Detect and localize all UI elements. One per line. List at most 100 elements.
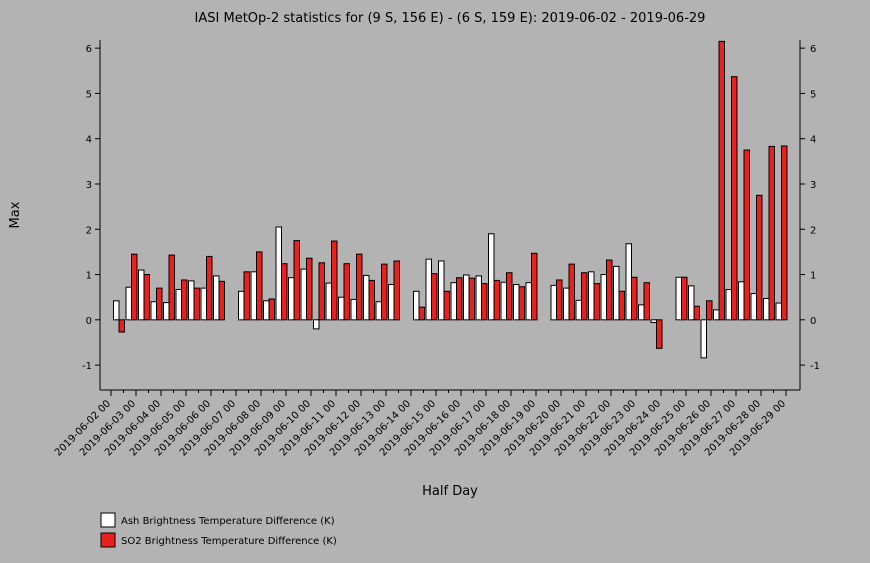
bar — [756, 194, 763, 321]
bar — [175, 288, 182, 321]
legend-swatch — [100, 512, 116, 528]
y-tick-label: 4 — [86, 135, 92, 146]
y2-tick-label: 4 — [810, 135, 816, 146]
bar — [768, 145, 775, 321]
y-tick-label: 6 — [86, 44, 92, 55]
bar — [693, 305, 700, 321]
bar — [481, 283, 488, 321]
y2-tick-label: 5 — [810, 89, 816, 100]
bar — [325, 282, 332, 321]
bar — [700, 319, 707, 359]
bar — [431, 273, 438, 321]
bar — [463, 274, 470, 321]
y2-tick-label: 2 — [810, 225, 816, 236]
bar — [313, 319, 320, 330]
bar — [750, 293, 757, 321]
bar — [263, 300, 270, 321]
bar — [343, 263, 350, 321]
bar — [138, 269, 145, 321]
chart-title: IASI MetOp-2 statistics for (9 S, 156 E)… — [195, 11, 706, 26]
bar — [338, 296, 345, 321]
bar — [306, 257, 313, 321]
bar — [525, 282, 532, 321]
bar — [613, 265, 620, 321]
y-tick-label: 3 — [86, 180, 92, 191]
bar — [643, 282, 650, 321]
bar — [563, 287, 570, 321]
bar — [418, 306, 425, 321]
y2-tick-label: 0 — [810, 316, 816, 327]
bar — [113, 300, 120, 321]
bar — [531, 252, 538, 321]
bar — [488, 233, 495, 321]
bar — [131, 253, 138, 321]
bar — [581, 272, 588, 321]
bar — [475, 275, 482, 321]
bar — [356, 253, 363, 321]
bar — [293, 240, 300, 321]
bar — [731, 76, 738, 321]
bar — [593, 283, 600, 321]
y-axis-label: Max — [8, 201, 23, 228]
legend-swatch — [100, 532, 116, 548]
bar — [275, 226, 282, 321]
bar — [318, 262, 325, 321]
bar — [681, 276, 688, 321]
bar — [618, 290, 625, 321]
bar — [163, 302, 170, 321]
bar — [256, 251, 263, 321]
bar — [381, 263, 388, 321]
bar — [350, 298, 357, 321]
y-tick-label: 5 — [86, 89, 92, 100]
bar — [213, 275, 220, 321]
y2-tick-label: -1 — [810, 361, 820, 372]
bar — [125, 286, 132, 321]
bar — [218, 280, 225, 321]
bar — [493, 279, 500, 321]
bar — [625, 243, 632, 321]
bar — [118, 319, 125, 333]
bar — [243, 271, 250, 321]
bar — [281, 263, 288, 321]
bar — [413, 290, 420, 321]
y2-tick-label: 1 — [810, 271, 816, 282]
bar — [288, 277, 295, 321]
legend-label: SO2 Brightness Temperature Difference (K… — [121, 536, 337, 547]
y-tick-label: 1 — [86, 271, 92, 282]
bar — [368, 279, 375, 321]
bar — [268, 298, 275, 321]
bar — [375, 301, 382, 321]
bar — [568, 263, 575, 321]
bar — [425, 258, 432, 321]
bar — [143, 274, 150, 321]
y2-tick-label: 6 — [810, 44, 816, 55]
bar — [200, 287, 207, 321]
bar — [631, 276, 638, 321]
bar — [713, 309, 720, 321]
bar — [168, 254, 175, 321]
bar — [718, 40, 725, 321]
bar — [393, 260, 400, 321]
bar — [250, 271, 257, 321]
bar — [506, 272, 513, 321]
y-tick-label: 2 — [86, 225, 92, 236]
bar — [300, 268, 307, 321]
bar — [443, 290, 450, 321]
bar — [438, 260, 445, 321]
bar — [588, 271, 595, 321]
bar — [156, 287, 163, 321]
bar — [181, 279, 188, 321]
bar — [675, 276, 682, 321]
y2-tick-label: 3 — [810, 180, 816, 191]
bar — [150, 301, 157, 321]
bar — [638, 304, 645, 321]
x-axis-label: Half Day — [422, 484, 478, 499]
y-tick-label: -1 — [82, 361, 92, 372]
bar — [388, 284, 395, 321]
bar — [518, 286, 525, 321]
legend-label: Ash Brightness Temperature Difference (K… — [121, 516, 335, 527]
bar — [513, 284, 520, 321]
bar — [575, 299, 582, 321]
